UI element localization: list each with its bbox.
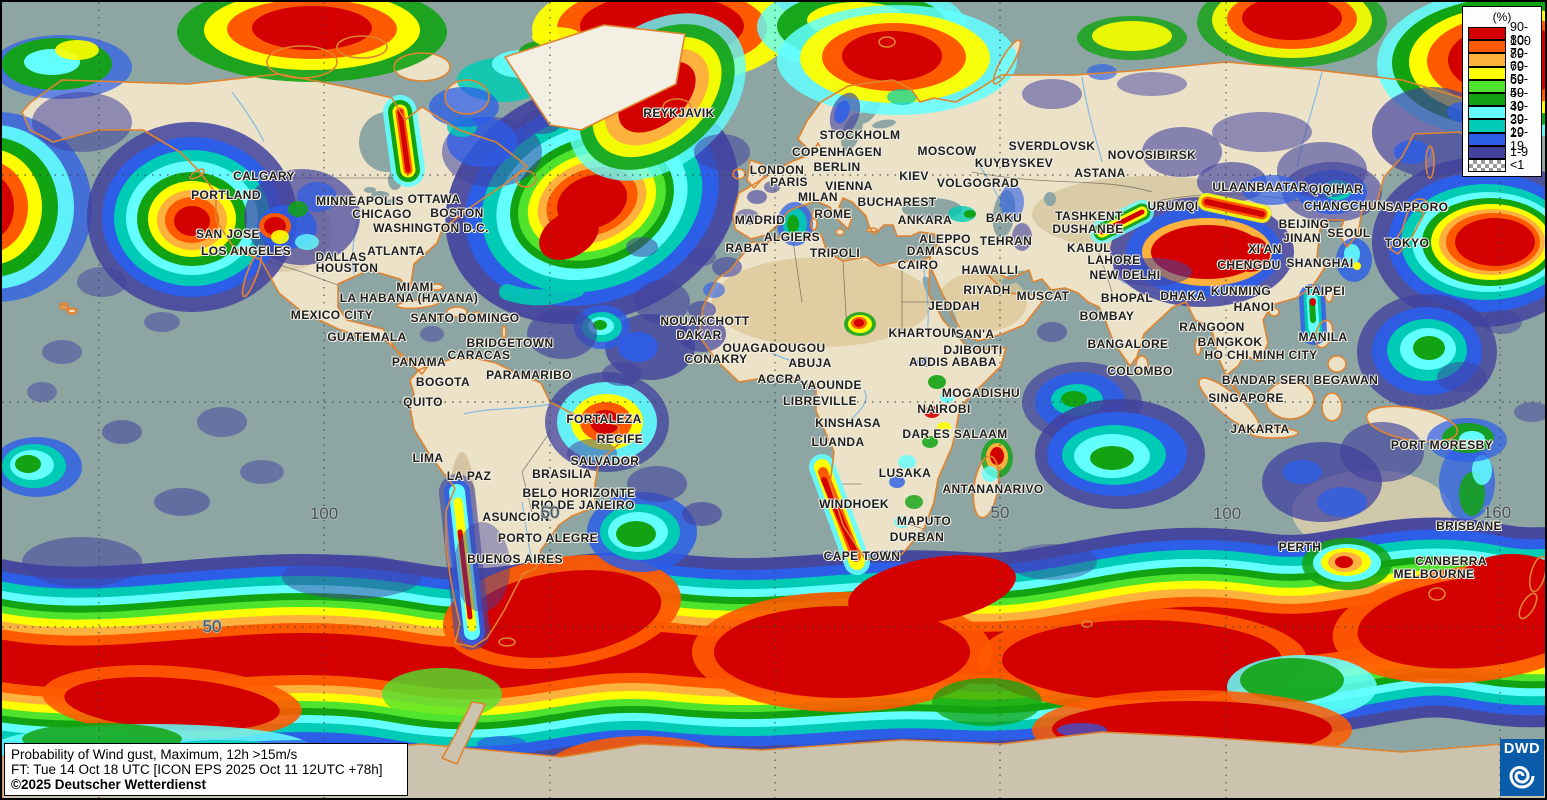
dwd-logo-text: DWD xyxy=(1503,741,1541,757)
footer-line-forecast-time: FT: Tue 14 Oct 18 UTC [ICON EPS 2025 Oct… xyxy=(11,762,383,777)
legend-swatch xyxy=(1468,40,1506,54)
legend-swatch xyxy=(1468,66,1506,80)
legend-label: 1-9 xyxy=(1510,145,1529,160)
legend-swatch xyxy=(1468,27,1506,41)
legend-row: 30-39 xyxy=(1463,99,1541,127)
footer-info-box: Probability of Wind gust, Maximum, 12h >… xyxy=(4,743,408,796)
legend-swatch xyxy=(1468,106,1506,120)
legend-label: 10-19 xyxy=(1510,125,1529,154)
legend-row: 40-49 xyxy=(1463,86,1541,114)
legend-swatch xyxy=(1468,158,1506,173)
legend-label: 60-69 xyxy=(1510,59,1529,88)
legend-swatch xyxy=(1468,92,1506,107)
legend-label: 30-39 xyxy=(1510,98,1529,127)
legend: (%) 90-100 80-89 70-79 60-69 50-59 40-49 30-39… xyxy=(1462,6,1542,178)
footer-line-title: Probability of Wind gust, Maximum, 12h >… xyxy=(11,747,298,762)
legend-row: 80-89 xyxy=(1463,33,1541,61)
legend-row: 60-69 xyxy=(1463,59,1541,87)
legend-row: 20-29 xyxy=(1463,112,1541,140)
legend-swatch xyxy=(1468,145,1506,159)
legend-label: <1 xyxy=(1510,158,1525,173)
legend-swatch xyxy=(1468,53,1506,67)
dwd-logo: DWD xyxy=(1500,739,1544,796)
legend-swatch xyxy=(1468,79,1506,93)
legend-label: 90-100 xyxy=(1510,19,1531,48)
legend-row: 10-19 xyxy=(1463,125,1541,153)
legend-label: 80-89 xyxy=(1510,32,1529,61)
legend-label: 50-59 xyxy=(1510,72,1529,101)
legend-row: 1-9 xyxy=(1463,145,1541,160)
footer-line-copyright: ©2025 Deutscher Wetterdienst xyxy=(11,777,207,792)
hawaii-islands xyxy=(59,302,78,315)
legend-row: 90-100 xyxy=(1463,20,1541,48)
legend-swatch xyxy=(1468,119,1506,133)
legend-row: 50-59 xyxy=(1463,72,1541,100)
legend-header: (%) xyxy=(1492,10,1512,24)
dwd-spiral-icon xyxy=(1509,766,1535,789)
legend-label: 40-49 xyxy=(1510,85,1529,114)
legend-label: 70-79 xyxy=(1510,45,1529,74)
legend-row: 70-79 xyxy=(1463,46,1541,74)
legend-row: <1 xyxy=(1463,158,1541,173)
legend-label: 20-29 xyxy=(1510,111,1529,140)
legend-swatch xyxy=(1468,132,1506,146)
